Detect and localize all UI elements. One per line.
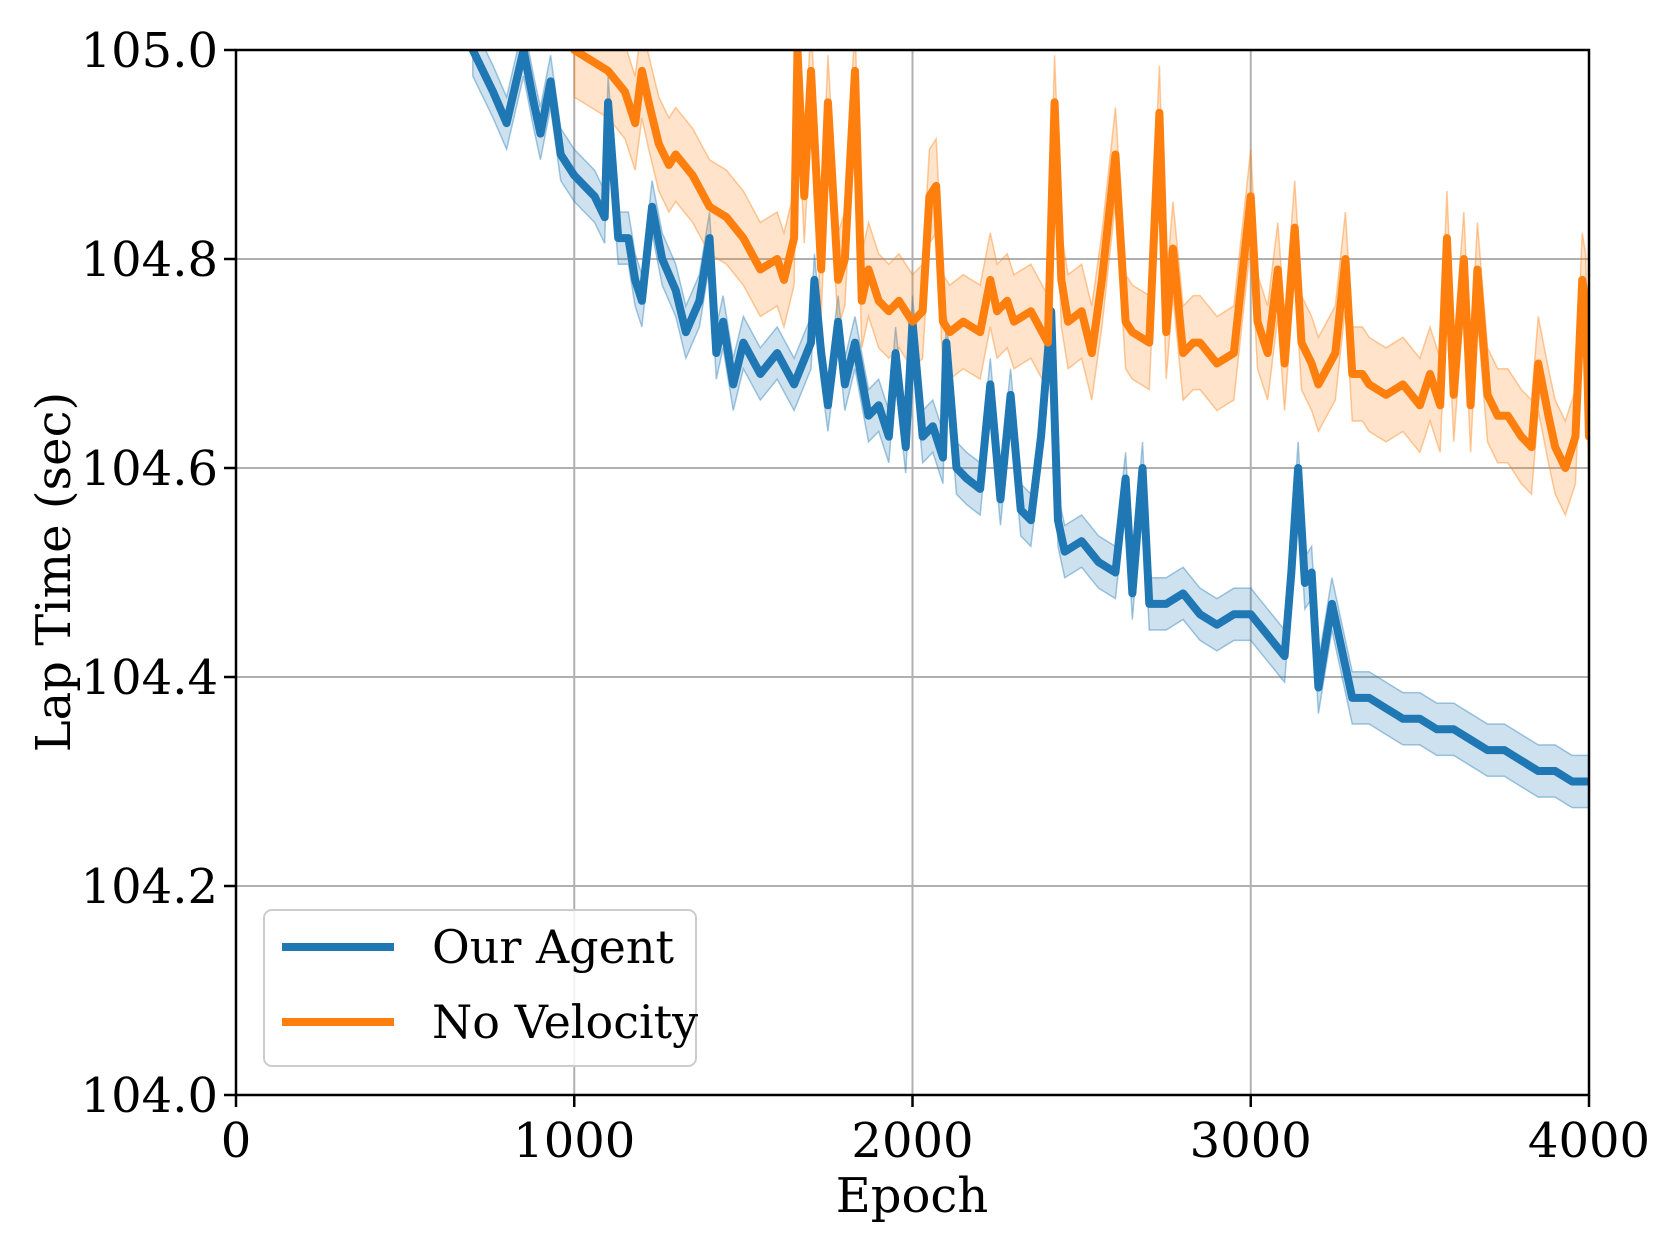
legend-label-no-velocity: No Velocity	[432, 995, 698, 1049]
y-tick-label: 104.4	[81, 650, 218, 706]
series-lines	[468, 50, 1589, 786]
x-ticks: 0 1000 2000 3000 4000	[221, 1095, 1650, 1169]
x-tick-label: 1000	[513, 1113, 635, 1169]
y-tick-label: 104.8	[81, 232, 218, 288]
x-tick-label: 2000	[851, 1113, 973, 1169]
series-line-our-agent	[468, 50, 1589, 786]
legend: Our Agent No Velocity	[263, 909, 698, 1067]
x-tick-label: 3000	[1190, 1113, 1312, 1169]
y-ticks: 104.0 104.2 104.4 104.6 104.8 105.0	[81, 23, 236, 1124]
x-tick-label: 4000	[1528, 1113, 1650, 1169]
x-axis-label: Epoch	[836, 1168, 988, 1224]
y-tick-label: 104.2	[81, 859, 218, 915]
y-tick-label: 104.6	[81, 441, 218, 497]
legend-label-our-agent: Our Agent	[432, 920, 674, 974]
x-tick-label: 0	[221, 1113, 252, 1169]
band-no-velocity	[573, 50, 1589, 518]
series-line-no-velocity	[570, 50, 1589, 472]
y-tick-label: 105.0	[81, 23, 218, 79]
y-axis-label: Lap Time (sec)	[26, 392, 82, 752]
y-tick-label: 104.0	[81, 1068, 218, 1124]
